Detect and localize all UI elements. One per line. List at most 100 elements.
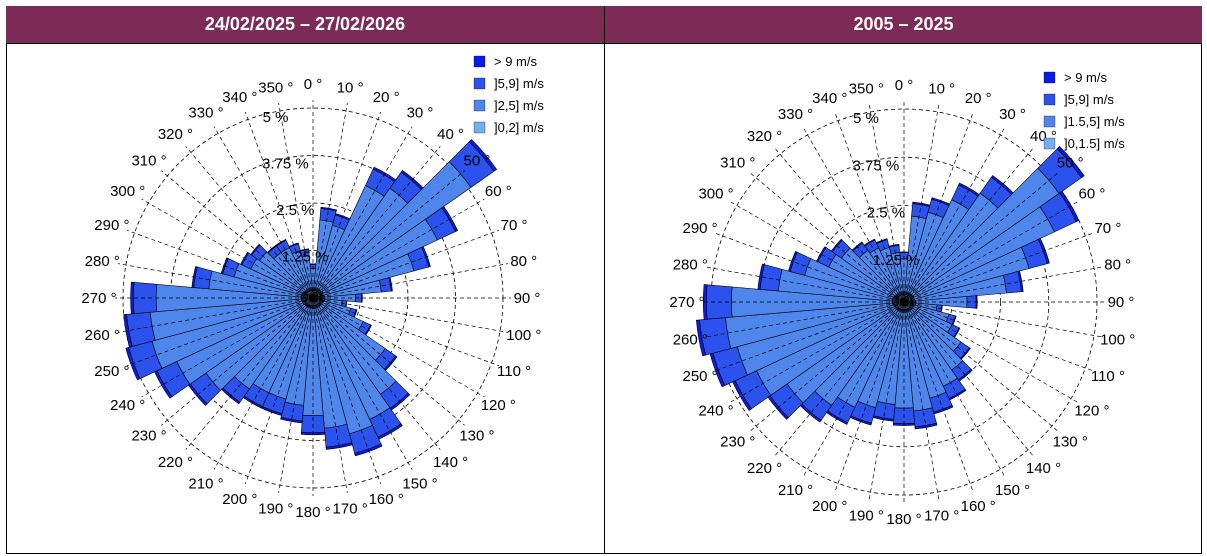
angle-label-340: 340 ° [222, 89, 257, 106]
spoke-170 [312, 297, 348, 494]
spoke-80 [312, 263, 509, 299]
angle-label-260: 260 ° [85, 327, 120, 344]
angle-label-190: 190 ° [258, 501, 293, 518]
angle-label-160: 160 ° [961, 498, 996, 515]
spoke-130 [903, 301, 1059, 432]
spoke-300 [141, 198, 314, 299]
angle-label-90: 90 ° [514, 290, 541, 307]
angle-label-220: 220 ° [747, 460, 782, 477]
angle-label-100: 100 ° [506, 327, 541, 344]
spoke-230 [161, 297, 314, 426]
spoke-160 [312, 297, 382, 485]
angle-label-160: 160 ° [369, 491, 404, 508]
spokes-layer [115, 100, 511, 496]
spoke-210 [213, 297, 314, 470]
legend-label: > 9 m/s [1064, 70, 1107, 85]
angle-label-70: 70 ° [1094, 220, 1121, 237]
radial-tick-label: 1.25 % [873, 252, 920, 269]
legend-swatch [1043, 71, 1056, 84]
spoke-350 [278, 102, 314, 299]
spoke-310 [749, 172, 905, 303]
spoke-190 [278, 297, 314, 494]
legend-label: ]5,9] m/s [494, 76, 544, 91]
legend: > 9 m/s]5,9] m/s]2,5] m/s]0,2] m/s [473, 54, 544, 135]
column-divider [604, 6, 605, 554]
angle-label-150: 150 ° [995, 482, 1030, 499]
spoke-140 [903, 301, 1034, 457]
spoke-200 [244, 297, 314, 485]
angle-label-320: 320 ° [158, 126, 193, 143]
legend-swatch [473, 77, 486, 90]
angle-label-260: 260 ° [673, 332, 708, 349]
angle-label-250: 250 ° [94, 363, 129, 380]
bar-10-band-3 [320, 206, 337, 212]
bar-350-band-3 [299, 248, 310, 252]
bars-layer [696, 145, 1085, 430]
spoke-50 [903, 172, 1059, 303]
panel-title-right: 2005 – 2025 [605, 6, 1202, 44]
spokes-layer [703, 101, 1105, 503]
angle-label-280: 280 ° [673, 256, 708, 273]
bar-330-band-3 [863, 238, 876, 247]
angle-label-280: 280 ° [85, 253, 120, 270]
angle-label-110: 110 ° [1091, 368, 1125, 385]
spoke-140 [312, 297, 441, 450]
bar-260-band-3 [123, 313, 133, 348]
spoke-30 [312, 126, 413, 299]
spoke-210 [803, 301, 905, 477]
spoke-150 [903, 301, 1005, 477]
spoke-110 [903, 301, 1093, 372]
angle-label-100: 100 ° [1100, 332, 1135, 349]
angle-label-330: 330 ° [778, 106, 813, 123]
angle-label-140: 140 ° [1026, 460, 1061, 477]
angle-label-110: 110 ° [497, 363, 531, 380]
bar-90-band-3 [361, 293, 363, 303]
angle-label-130: 130 ° [1053, 433, 1088, 450]
angle-label-150: 150 ° [402, 475, 437, 492]
spoke-10 [903, 103, 940, 303]
spoke-340 [834, 113, 905, 303]
panel-title-left: 24/02/2025 – 27/02/2026 [6, 6, 604, 44]
angle-label-290: 290 ° [682, 220, 717, 237]
angle-label-340: 340 ° [812, 90, 847, 107]
radial-tick-label: 3.75 % [853, 157, 900, 174]
radial-tick-label: 2.5 % [276, 202, 314, 219]
angle-label-240: 240 ° [110, 397, 145, 414]
angle-label-30: 30 ° [999, 106, 1026, 123]
angle-label-20: 20 ° [373, 89, 400, 106]
spoke-130 [312, 297, 465, 426]
angle-label-320: 320 ° [747, 128, 782, 145]
spoke-220 [185, 297, 314, 450]
angle-label-120: 120 ° [1074, 403, 1109, 420]
legend-swatch [1043, 93, 1056, 106]
angle-label-330: 330 ° [188, 105, 223, 122]
spoke-30 [903, 127, 1005, 303]
bar-170-band-3 [914, 422, 938, 430]
angle-label-60: 60 ° [485, 183, 512, 200]
angle-label-10: 10 ° [928, 80, 955, 97]
angle-label-210: 210 ° [188, 475, 223, 492]
spoke-150 [312, 297, 413, 470]
angle-label-310: 310 ° [131, 152, 166, 169]
grid-circle [758, 156, 1050, 448]
bar-270-band-3 [130, 281, 135, 315]
spoke-290 [126, 229, 314, 299]
angle-label-30: 30 ° [407, 105, 434, 122]
angle-label-230: 230 ° [131, 428, 166, 445]
angle-label-230: 230 ° [720, 433, 755, 450]
spoke-10 [312, 102, 348, 299]
spoke-100 [903, 301, 1103, 338]
legend-swatch [473, 99, 486, 112]
angle-label-60: 60 ° [1078, 186, 1105, 203]
spoke-340 [244, 111, 314, 299]
spoke-50 [312, 170, 465, 299]
spoke-110 [312, 297, 500, 367]
angle-label-40: 40 ° [437, 126, 464, 143]
angle-label-140: 140 ° [433, 454, 468, 471]
spoke-70 [903, 232, 1093, 303]
spoke-60 [312, 198, 485, 299]
spoke-240 [141, 297, 314, 398]
bar-290-band-3 [788, 251, 798, 272]
radial-tick-label: 3.75 % [262, 156, 309, 173]
bar-80-band-3 [1017, 270, 1024, 293]
